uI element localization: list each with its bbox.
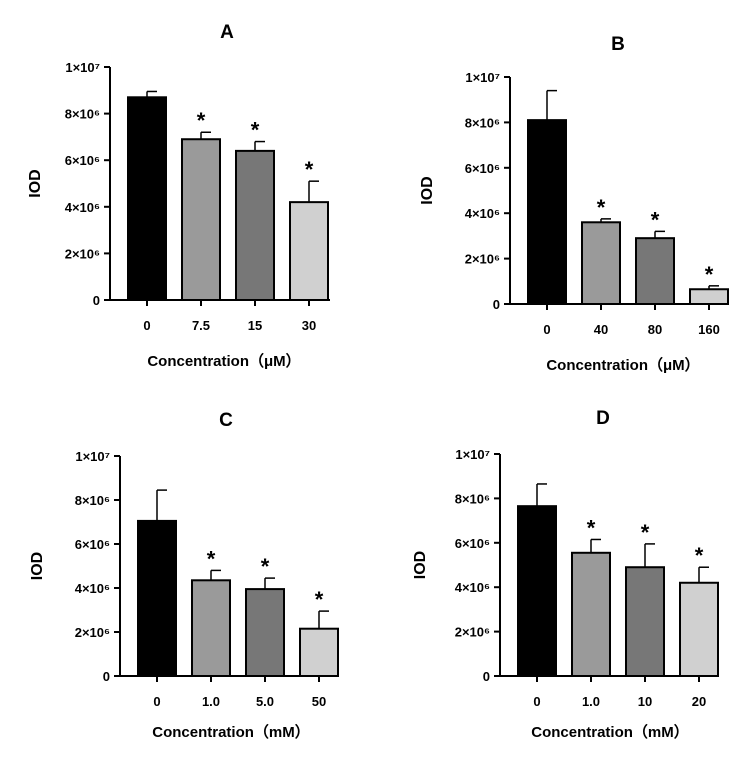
bar-80 <box>635 237 675 305</box>
y-tick-label: 6×10⁶ <box>465 161 500 176</box>
x-tick-label: 1.0 <box>202 694 220 709</box>
significance-star: * <box>251 118 260 143</box>
y-tick-label: 8×10⁶ <box>65 107 100 122</box>
y-tick-label: 0 <box>483 669 490 684</box>
panel-b: B 0 2×10⁶ 4×10⁶ 6×10⁶ 8×10⁶ 1×10⁷ IOD 0 * 40 * 80 * 16… <box>419 34 729 374</box>
significance-star: * <box>651 207 660 232</box>
y-axis-label: IOD <box>27 169 44 197</box>
x-tick-label: 0 <box>153 694 160 709</box>
y-tick-label: 1×10⁷ <box>455 447 490 462</box>
y-tick-label: 8×10⁶ <box>465 115 500 130</box>
x-tick-label: 50 <box>312 694 326 709</box>
x-tick-label: 7.5 <box>192 318 210 333</box>
bar-20 <box>679 581 719 678</box>
x-tick-label: 5.0 <box>256 694 274 709</box>
y-tick-label: 2×10⁶ <box>455 625 490 640</box>
x-tick-label: 1.0 <box>582 694 600 709</box>
y-tick-label: 4×10⁶ <box>75 581 110 596</box>
y-tick-label: 6×10⁶ <box>455 536 490 551</box>
bar-5.0 <box>245 588 285 677</box>
panel-title: C <box>219 410 233 431</box>
panel-title: B <box>611 34 625 55</box>
bar-0 <box>127 96 167 302</box>
x-axis-label: Concentration（mM） <box>531 723 689 741</box>
y-tick-label: 0 <box>93 293 100 308</box>
y-tick-label: 0 <box>493 297 500 312</box>
bar-1.0 <box>571 551 611 677</box>
y-tick-label: 2×10⁶ <box>465 252 500 267</box>
bar-15 <box>235 149 275 301</box>
significance-star: * <box>587 515 596 540</box>
y-tick-label: 1×10⁷ <box>65 60 100 75</box>
panel-a: A 0 2×10⁶ 4×10⁶ 6×10⁶ 8×10⁶ 1×10⁷ IOD 0 * 7.5 * 15 * 3… <box>27 22 330 370</box>
significance-star: * <box>305 157 314 182</box>
y-tick-label: 6×10⁶ <box>75 537 110 552</box>
x-tick-label: 15 <box>248 318 262 333</box>
bar-7.5 <box>181 138 221 301</box>
x-tick-label: 0 <box>533 694 540 709</box>
y-tick-label: 0 <box>103 669 110 684</box>
x-tick-label: 160 <box>698 322 720 337</box>
y-tick-label: 4×10⁶ <box>65 200 100 215</box>
significance-star: * <box>315 587 324 612</box>
y-tick-label: 6×10⁶ <box>65 153 100 168</box>
y-tick-label: 4×10⁶ <box>455 580 490 595</box>
panel-title: D <box>596 408 610 429</box>
y-axis-label: IOD <box>419 176 436 204</box>
x-axis-label: Concentration（μM） <box>546 356 699 374</box>
y-axis-label: IOD <box>29 552 46 580</box>
significance-star: * <box>641 520 650 545</box>
x-axis-label: Concentration（μM） <box>147 352 300 370</box>
x-tick-label: 0 <box>543 322 550 337</box>
x-axis-label: Concentration（mM） <box>152 723 310 741</box>
bar-0 <box>517 505 557 678</box>
y-tick-label: 2×10⁶ <box>65 246 100 261</box>
y-axis-label: IOD <box>412 551 429 579</box>
bar-50 <box>299 627 339 678</box>
bar-10 <box>625 566 665 677</box>
bar-0 <box>527 119 567 305</box>
significance-star: * <box>705 262 714 287</box>
x-tick-label: 0 <box>143 318 150 333</box>
bar-1.0 <box>191 579 231 677</box>
bar-40 <box>581 221 621 305</box>
y-tick-label: 8×10⁶ <box>455 491 490 506</box>
bar-0 <box>137 519 177 678</box>
significance-star: * <box>695 543 704 568</box>
x-tick-label: 80 <box>648 322 662 337</box>
bar-160 <box>689 288 729 305</box>
significance-star: * <box>207 546 216 571</box>
x-tick-label: 20 <box>692 694 706 709</box>
panel-c: C 0 2×10⁶ 4×10⁶ 6×10⁶ 8×10⁶ 1×10⁷ IOD 0 * 1.0 * 5.0 *… <box>29 410 339 741</box>
significance-star: * <box>597 195 606 220</box>
significance-star: * <box>197 108 206 133</box>
y-tick-label: 1×10⁷ <box>75 449 110 464</box>
y-tick-label: 4×10⁶ <box>465 206 500 221</box>
x-tick-label: 40 <box>594 322 608 337</box>
y-tick-label: 2×10⁶ <box>75 625 110 640</box>
y-tick-label: 1×10⁷ <box>465 70 500 85</box>
x-tick-label: 10 <box>638 694 652 709</box>
significance-star: * <box>261 554 270 579</box>
bar-30 <box>289 201 329 301</box>
panel-d: D 0 2×10⁶ 4×10⁶ 6×10⁶ 8×10⁶ 1×10⁷ IOD 0 * 1.0 * 10 * 2… <box>412 408 719 741</box>
y-tick-label: 8×10⁶ <box>75 493 110 508</box>
x-tick-label: 30 <box>302 318 316 333</box>
panel-title: A <box>220 22 234 43</box>
